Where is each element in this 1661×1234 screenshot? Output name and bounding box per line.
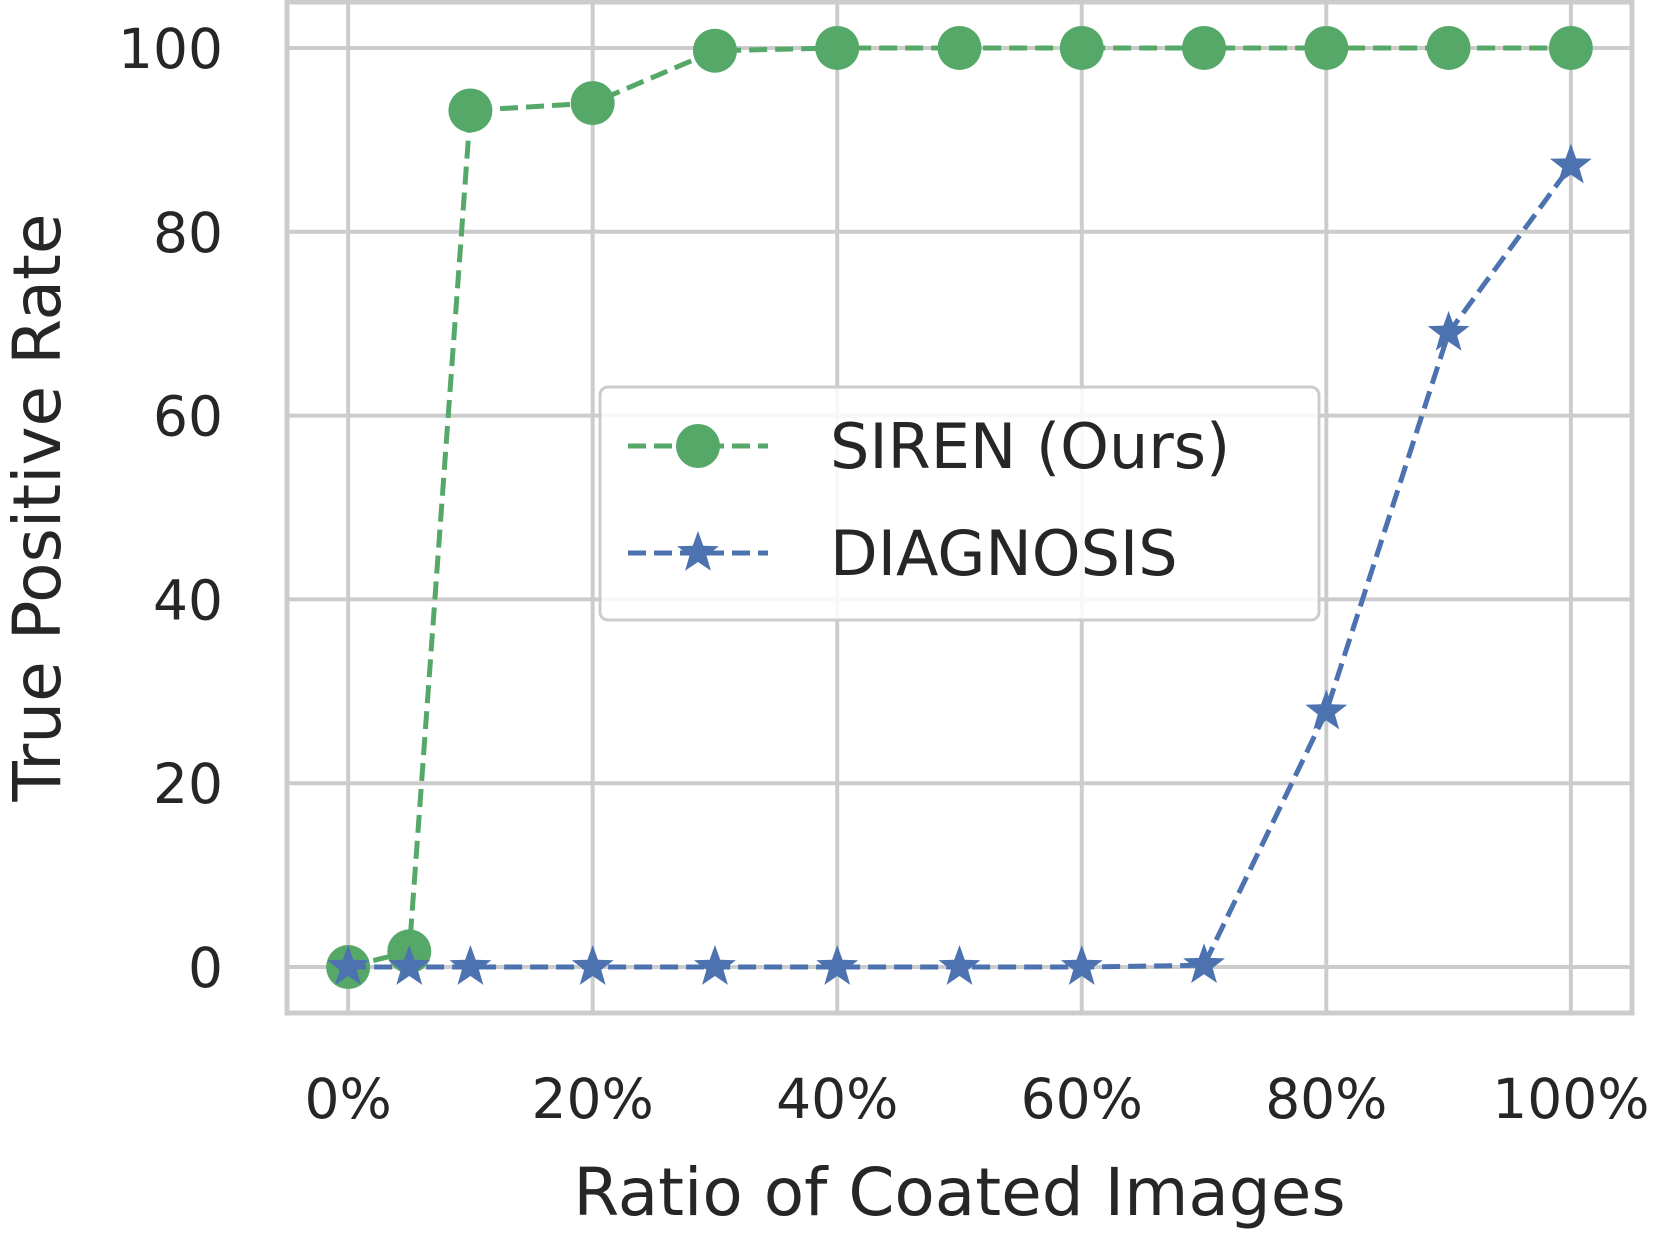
data-point-siren-ours: [692, 28, 737, 73]
y-tick-label: 0: [188, 936, 223, 1000]
series-layer: [326, 25, 1593, 990]
data-point-diagnosis: [1549, 143, 1592, 184]
data-point-diagnosis: [1060, 945, 1103, 985]
legend: SIREN (Ours) DIAGNOSIS: [598, 385, 1321, 622]
data-point-diagnosis: [571, 945, 614, 985]
legend-entry-diagnosis: DIAGNOSIS: [628, 517, 1178, 590]
data-point-diagnosis: [1183, 943, 1225, 984]
data-point-siren-ours: [937, 25, 982, 70]
legend-entry-siren-ours: SIREN (Ours): [628, 410, 1230, 483]
plot-frame: [284, 0, 1635, 1016]
data-point-diagnosis: [388, 945, 431, 985]
data-point-diagnosis: [1427, 310, 1470, 351]
legend-label: SIREN (Ours): [830, 410, 1230, 483]
y-tick-label: 20: [153, 752, 223, 816]
data-point-diagnosis: [327, 945, 370, 985]
legend-box: [598, 385, 1321, 622]
y-tick-label: 100: [118, 17, 223, 81]
legend-marker: [676, 424, 720, 468]
y-tick-label: 60: [153, 385, 223, 449]
data-point-siren-ours: [448, 88, 493, 133]
data-point-siren-ours: [1548, 25, 1593, 70]
y-tick-label: 80: [153, 201, 223, 265]
x-tick-label: 0%: [305, 1067, 392, 1131]
y-axis-label: True Positive Rate: [0, 214, 76, 803]
series-diagnosis: [327, 143, 1592, 985]
data-point-siren-ours: [1182, 25, 1227, 70]
x-tick-label: 20%: [532, 1067, 654, 1131]
data-point-diagnosis: [449, 945, 492, 985]
data-point-siren-ours: [1304, 25, 1349, 70]
tick-labels: 0% 20% 40% 60% 80% 100% 0 20 40 60 80 100: [118, 17, 1649, 1131]
data-point-siren-ours: [815, 25, 860, 70]
data-point-siren-ours: [1059, 25, 1104, 70]
data-point-siren-ours: [570, 81, 615, 126]
x-tick-label: 40%: [776, 1067, 898, 1131]
data-point-diagnosis: [816, 945, 859, 985]
data-point-diagnosis: [938, 945, 981, 985]
data-point-siren-ours: [1426, 25, 1471, 70]
x-axis-label: Ratio of Coated Images: [573, 1154, 1345, 1231]
x-tick-label: 100%: [1492, 1067, 1649, 1131]
data-point-diagnosis: [1305, 689, 1348, 730]
legend-label: DIAGNOSIS: [830, 517, 1178, 590]
y-tick-label: 40: [153, 568, 223, 632]
series-line-siren-ours: [347, 45, 1571, 970]
data-point-diagnosis: [694, 945, 736, 985]
x-tick-label: 60%: [1021, 1067, 1143, 1131]
x-tick-label: 80%: [1265, 1067, 1387, 1131]
legend-marker: [677, 531, 719, 571]
